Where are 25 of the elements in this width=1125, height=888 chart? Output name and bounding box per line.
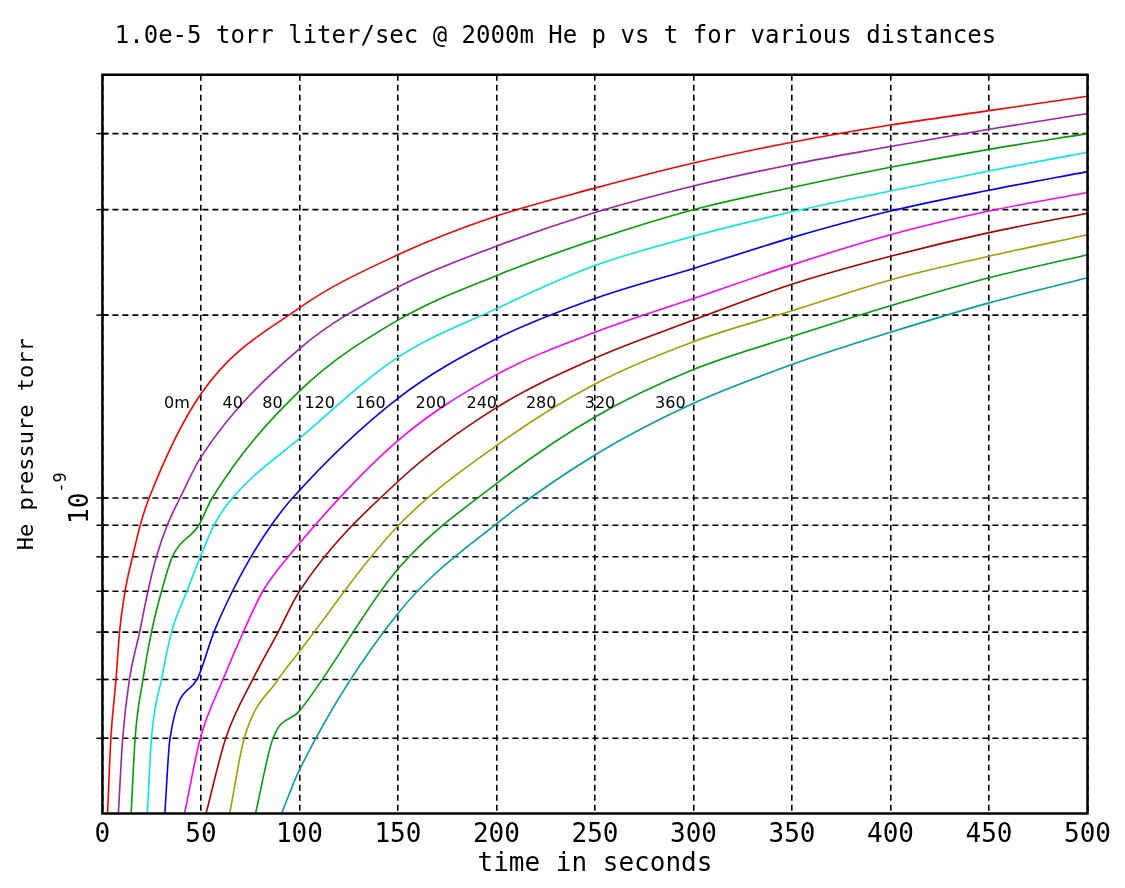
series-label: 120 — [304, 393, 335, 413]
series-label: 320 — [584, 393, 616, 413]
y-axis-title: He pressure torr — [12, 338, 38, 551]
chart-title: 1.0e-5 torr liter/sec @ 2000m He p vs t for various distances — [114, 20, 997, 49]
x-tick-label: 0 — [94, 817, 111, 848]
series-label: 0m — [164, 393, 190, 413]
x-tick-label: 100 — [275, 817, 323, 848]
text: 10-9 — [50, 472, 95, 525]
x-axis-title: time in seconds — [477, 847, 713, 878]
series-label: 200 — [415, 393, 447, 413]
series-label: 280 — [525, 393, 557, 413]
series-label: 40 — [222, 393, 243, 413]
series-label: 240 — [466, 393, 498, 413]
series-label: 160 — [355, 393, 386, 413]
x-tick-label: 400 — [867, 817, 914, 848]
x-tick-label: 250 — [571, 817, 619, 848]
series-label: 80 — [262, 393, 283, 413]
x-tick-label: 50 — [185, 817, 217, 848]
series-label: 360 — [655, 393, 686, 413]
x-tick-label: 500 — [1064, 817, 1111, 848]
x-tick-label: 450 — [965, 817, 1013, 848]
x-tick-label: 350 — [768, 817, 816, 848]
x-tick-label: 150 — [374, 817, 422, 848]
x-tick-label: 300 — [669, 817, 717, 848]
x-tick-label: 200 — [472, 817, 520, 848]
